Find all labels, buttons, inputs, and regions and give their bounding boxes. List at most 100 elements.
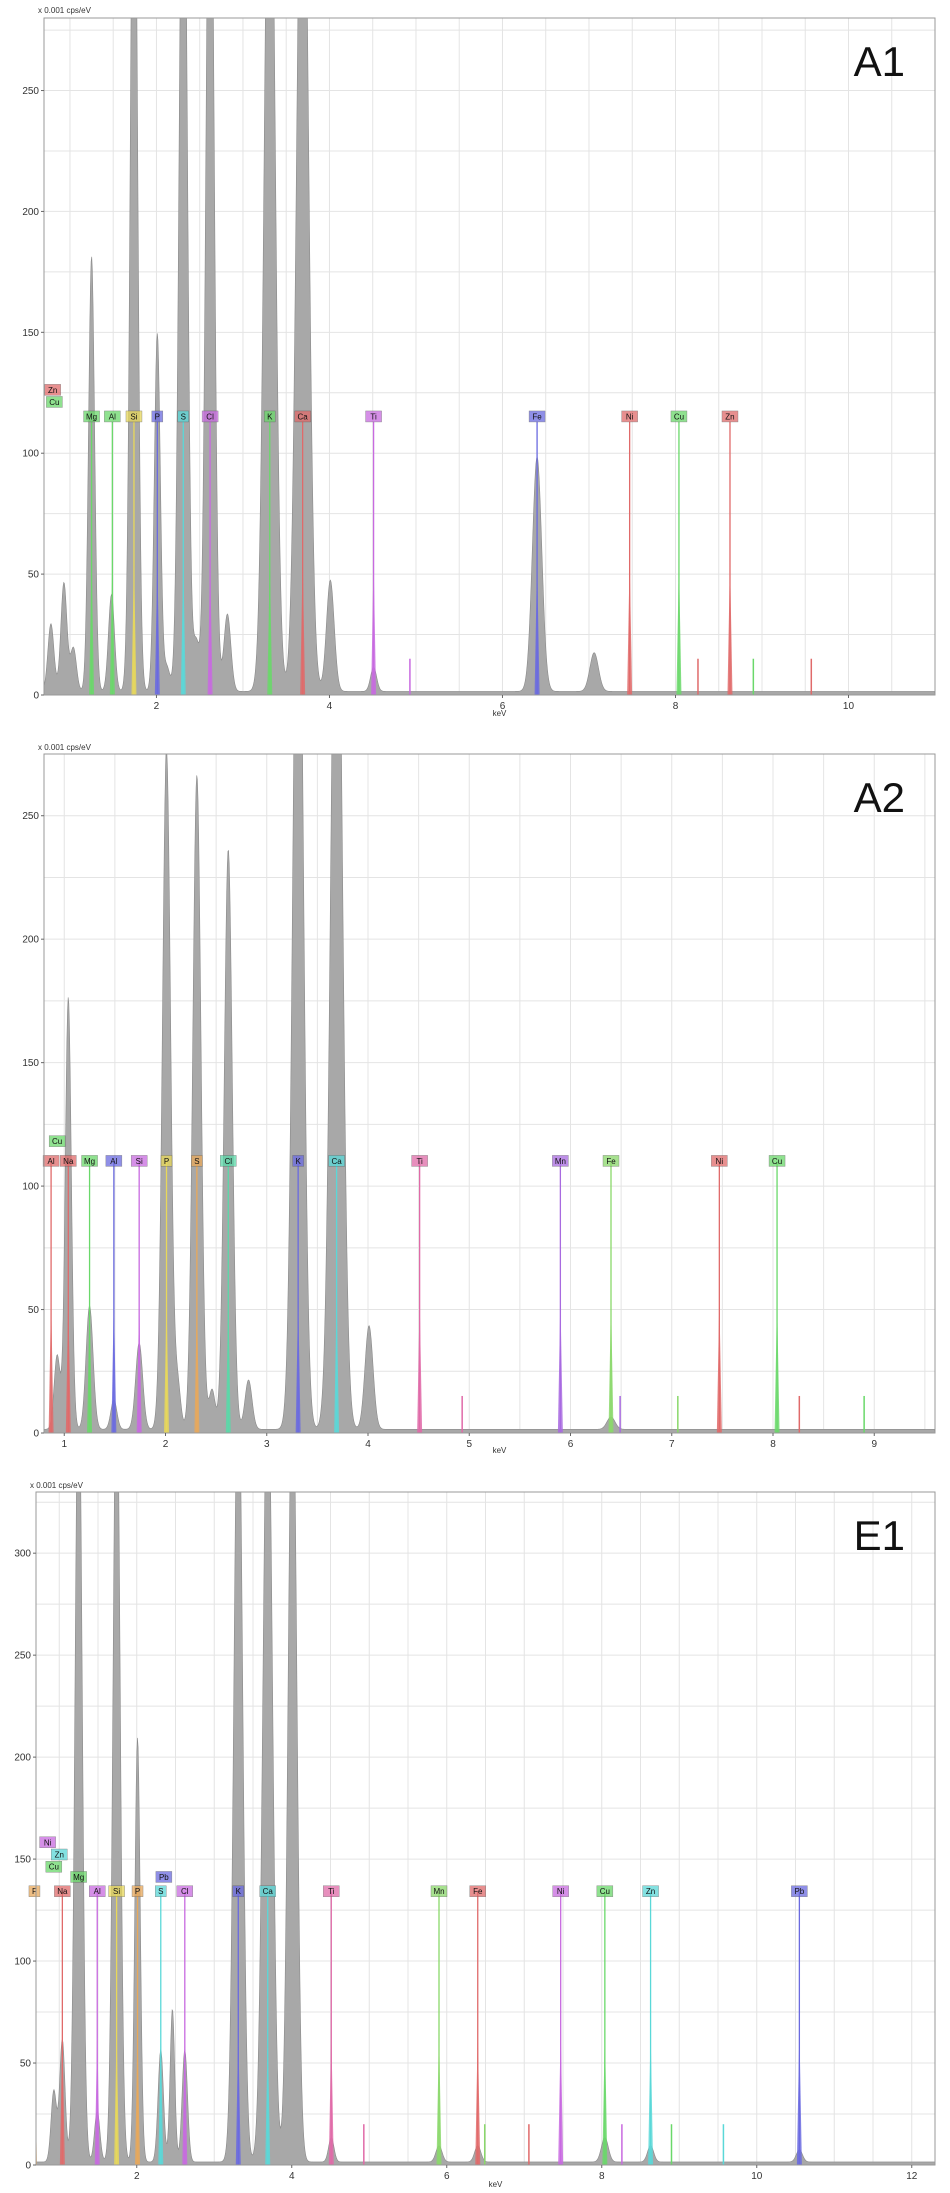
element-label-text: Al (48, 1157, 55, 1166)
grid (44, 753, 935, 1434)
element-spike (89, 558, 95, 695)
element-label-na: Na (60, 1155, 77, 1167)
element-spike (235, 2028, 241, 2165)
element-label-text: Ca (331, 1157, 342, 1166)
element-label-mg: Mg (70, 1871, 87, 1883)
element-label-zn: Zn (44, 384, 61, 396)
element-spike (558, 2028, 564, 2165)
element-label-al: Al (105, 1155, 123, 1167)
x-tick-label: 12 (906, 2171, 918, 2182)
element-label-na: Na (54, 1885, 71, 1897)
element-spike (182, 2028, 188, 2165)
element-label-text: Al (109, 412, 116, 421)
element-spike (194, 1297, 200, 1433)
element-spike (602, 2028, 608, 2165)
element-spike (676, 558, 682, 695)
element-label-si: Si (125, 410, 143, 423)
element-label-text: Cu (49, 1863, 59, 1872)
x-tick-label: 8 (673, 701, 679, 712)
y-tick-label: 200 (22, 935, 39, 946)
element-label-text: Ti (370, 412, 377, 421)
element-label-text: Ni (626, 412, 634, 421)
spectrum-area (36, 1492, 935, 2165)
element-spike (114, 2028, 120, 2165)
element-label-cl: Cl (220, 1155, 237, 1167)
spectrum-area (44, 754, 935, 1433)
element-label-text: P (135, 1887, 140, 1896)
element-label-text: Cl (224, 1157, 232, 1166)
y-tick-label: 100 (22, 449, 39, 460)
element-spike (716, 1297, 722, 1433)
element-label-text: Cu (600, 1887, 610, 1896)
element-label-text: Zn (725, 412, 734, 421)
element-spike (774, 1297, 780, 1433)
element-label-pb: Pb (791, 1885, 808, 1897)
element-spike (158, 2028, 164, 2165)
x-tick-label: 1 (61, 1439, 67, 1450)
x-tick-label: 3 (264, 1439, 270, 1450)
element-label-cu: Cu (48, 1135, 66, 1147)
element-spike (135, 2028, 141, 2165)
element-label-text: S (194, 1157, 199, 1166)
element-label-text: Cl (206, 412, 214, 421)
x-tick-label: 6 (444, 2171, 450, 2182)
element-label-fe: Fe (602, 1155, 620, 1167)
element-spike (180, 558, 186, 695)
element-label-text: Ni (557, 1887, 565, 1896)
element-label-text: Zn (48, 386, 57, 395)
spectrum-chart-a1: Zn Cu Mg Al Si P S Cl K Ca Ti Fe Ni Cu Zn 0 50 100 150 200 2… (22, 6, 936, 718)
element-label-zn: Zn (721, 410, 739, 423)
element-spike (648, 2028, 654, 2165)
element-label-pb: Pb (155, 1871, 173, 1883)
y-tick-label: 200 (22, 207, 39, 218)
element-label-al: Al (104, 410, 121, 423)
element-label-al: Al (89, 1885, 106, 1897)
element-spike (154, 558, 160, 695)
element-label-text: Cu (674, 412, 684, 421)
element-label-al: Al (42, 1155, 60, 1167)
element-label-text: Na (63, 1157, 74, 1166)
y-unit-label: x 0.001 cps/eV (38, 743, 92, 752)
element-label-ti: Ti (323, 1885, 340, 1897)
element-spike (48, 1297, 54, 1433)
x-tick-label: 6 (500, 701, 506, 712)
spectrum-panel-e1: Ni Zn Cu Mg Pb F Na Al Si P S Cl K Ca Ti Mn Fe Ni Cu Zn Pb 0 5… (0, 1480, 950, 2193)
element-label-text: Mg (73, 1873, 84, 1882)
element-label-ni: Ni (711, 1155, 728, 1167)
element-spike (109, 558, 115, 695)
element-label-s: S (191, 1155, 203, 1167)
element-label-text: Ni (44, 1838, 52, 1847)
element-spike (534, 558, 540, 695)
element-label-text: Mn (555, 1157, 566, 1166)
element-spike (111, 1297, 117, 1433)
element-label-text: Cu (49, 398, 59, 407)
element-spike (727, 558, 733, 695)
plot-frame (43, 753, 936, 1434)
element-label-ni: Ni (621, 410, 638, 423)
element-label-text: Ti (328, 1887, 335, 1896)
element-label-cu: Cu (768, 1155, 786, 1167)
element-spike (557, 1297, 563, 1433)
x-tick-label: 2 (154, 701, 160, 712)
x-axis-label: keV (493, 1446, 507, 1455)
element-spike (371, 558, 377, 695)
element-label-text: Si (113, 1887, 120, 1896)
element-label-p: P (131, 1885, 144, 1897)
element-spike (627, 558, 633, 695)
plot-frame (43, 17, 936, 696)
x-tick-label: 4 (327, 701, 333, 712)
element-label-text: Fe (532, 412, 542, 421)
element-label-text: Cu (52, 1137, 62, 1146)
element-label-text: Si (130, 412, 137, 421)
element-label-si: Si (130, 1155, 148, 1167)
element-spike (328, 2028, 334, 2165)
element-label-s: S (155, 1885, 167, 1897)
y-tick-label: 250 (14, 1651, 31, 1662)
element-label-text: P (155, 412, 160, 421)
y-tick-label: 150 (22, 328, 39, 339)
element-label-text: Fe (473, 1887, 483, 1896)
element-label-fe: Fe (469, 1885, 486, 1897)
element-label-text: Cl (181, 1887, 189, 1896)
spectrum-panel-a2: Cu Al Na Mg Al Si P S Cl K Ca Ti Mn Fe Ni Cu 0 50 100 150 20… (0, 740, 950, 1475)
